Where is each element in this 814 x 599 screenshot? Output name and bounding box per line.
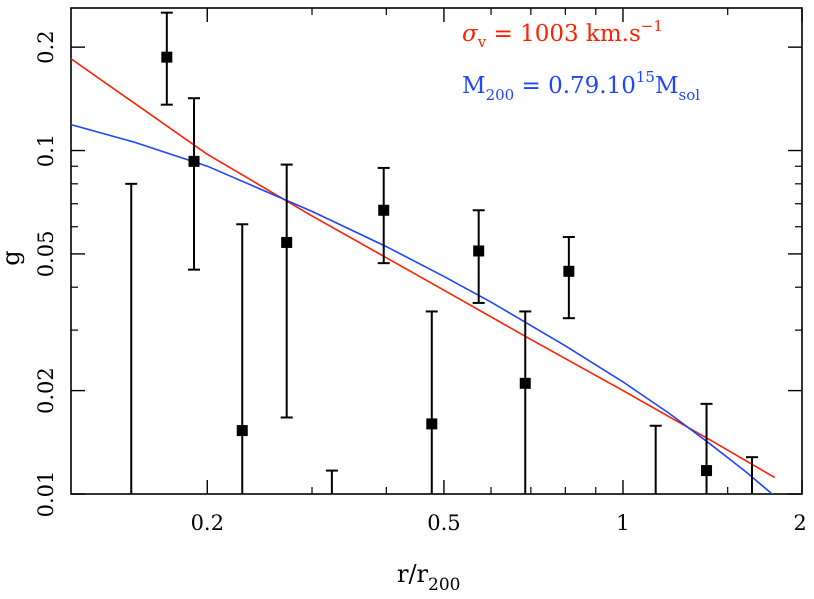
legend-blue-prefix: M — [462, 73, 486, 99]
data-point — [236, 425, 248, 437]
legend-blue-suffix: M — [655, 73, 679, 99]
plot-border — [70, 7, 803, 495]
axis-ticks — [71, 8, 803, 495]
legend-red: σv = 1003 km.s−1 — [462, 17, 663, 51]
x-axis-label-main: r/r — [397, 560, 429, 588]
legend-blue-text: = 0.79.10 — [514, 73, 636, 99]
x-tick-label: 1 — [616, 511, 629, 535]
data-point — [161, 51, 173, 63]
legend-red-text: = 1003 km.s — [486, 21, 641, 47]
data-point — [563, 265, 575, 277]
legend-blue: M200 = 0.79.1015Msol — [462, 68, 700, 104]
x-tick-label: 2 — [793, 511, 806, 535]
legend-blue-suffix-sub: sol — [679, 86, 701, 104]
legend-red-sup: −1 — [641, 17, 663, 35]
plot-frame — [70, 7, 803, 495]
y-axis-label: g — [0, 250, 25, 265]
data-point — [281, 236, 293, 248]
y-tick-label: 0.2 — [34, 30, 58, 63]
legend-blue-sub: 200 — [486, 86, 515, 104]
data-point — [426, 418, 438, 430]
data-point — [701, 465, 713, 477]
y-tick-label: 0.05 — [34, 231, 58, 278]
data-point — [188, 155, 200, 167]
x-axis-label: r/r200 — [397, 560, 460, 595]
data-point — [473, 245, 485, 257]
error-bars — [125, 11, 759, 494]
model-curves — [71, 58, 776, 494]
legend-red-symbol: σ — [462, 21, 479, 47]
data-points — [161, 51, 713, 477]
y-tick-label: 0.01 — [34, 471, 58, 518]
x-axis-label-sub: 200 — [428, 575, 460, 595]
x-tick-labels: 0.2 0.5 1 2 — [191, 511, 807, 535]
legend-blue-sup: 15 — [636, 68, 655, 86]
y-tick-label: 0.1 — [34, 134, 58, 167]
blue-model-curve — [71, 123, 774, 494]
y-tick-labels: 0.01 0.02 0.05 0.1 0.2 — [34, 30, 58, 517]
x-tick-label: 0.2 — [191, 511, 224, 535]
legend-red-sub: v — [477, 33, 487, 51]
data-point — [378, 204, 390, 216]
y-tick-label: 0.02 — [34, 367, 58, 414]
red-model-curve — [71, 58, 776, 479]
data-point — [519, 377, 531, 389]
x-tick-label: 0.5 — [427, 511, 460, 535]
